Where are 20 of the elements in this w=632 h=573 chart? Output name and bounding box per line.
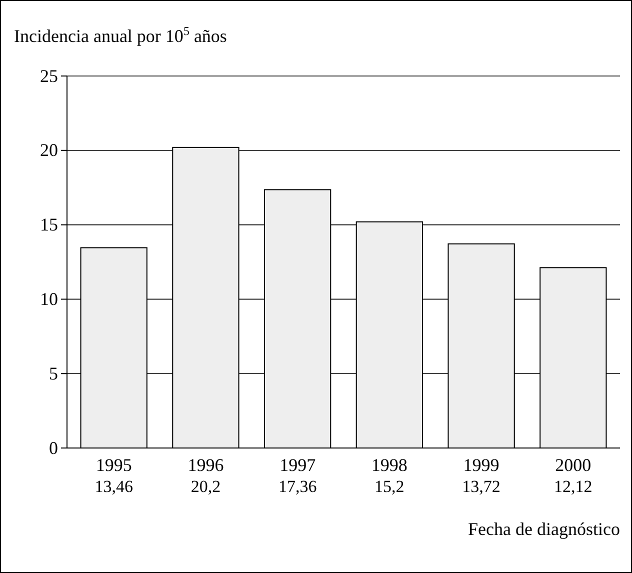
y-tick-label: 5 [49, 363, 58, 384]
data-label: 17,36 [278, 477, 317, 496]
data-label: 13,72 [462, 477, 500, 496]
y-axis-title: Incidencia anual por 10$^{5}$ años [14, 24, 227, 46]
y-tick-label: 10 [40, 288, 58, 309]
y-tick-label: 15 [40, 214, 58, 235]
x-tick-label: 1995 [96, 454, 132, 475]
y-tick-label: 20 [40, 140, 58, 160]
data-label: 13,46 [94, 477, 133, 496]
x-tick-label: 1999 [463, 454, 500, 475]
x-tick-label: 1996 [188, 454, 224, 475]
x-tick-label: 1998 [371, 454, 408, 475]
data-label: 20,2 [190, 477, 221, 496]
x-axis-title: Fecha de diagnóstico [468, 519, 620, 539]
data-label: 12,12 [554, 477, 592, 496]
y-tick-label: 0 [49, 438, 58, 458]
data-label: 15,2 [374, 477, 404, 496]
y-tick-label: 25 [40, 66, 58, 86]
x-tick-label: 1997 [280, 454, 316, 475]
x-tick-label: 2000 [555, 454, 592, 475]
